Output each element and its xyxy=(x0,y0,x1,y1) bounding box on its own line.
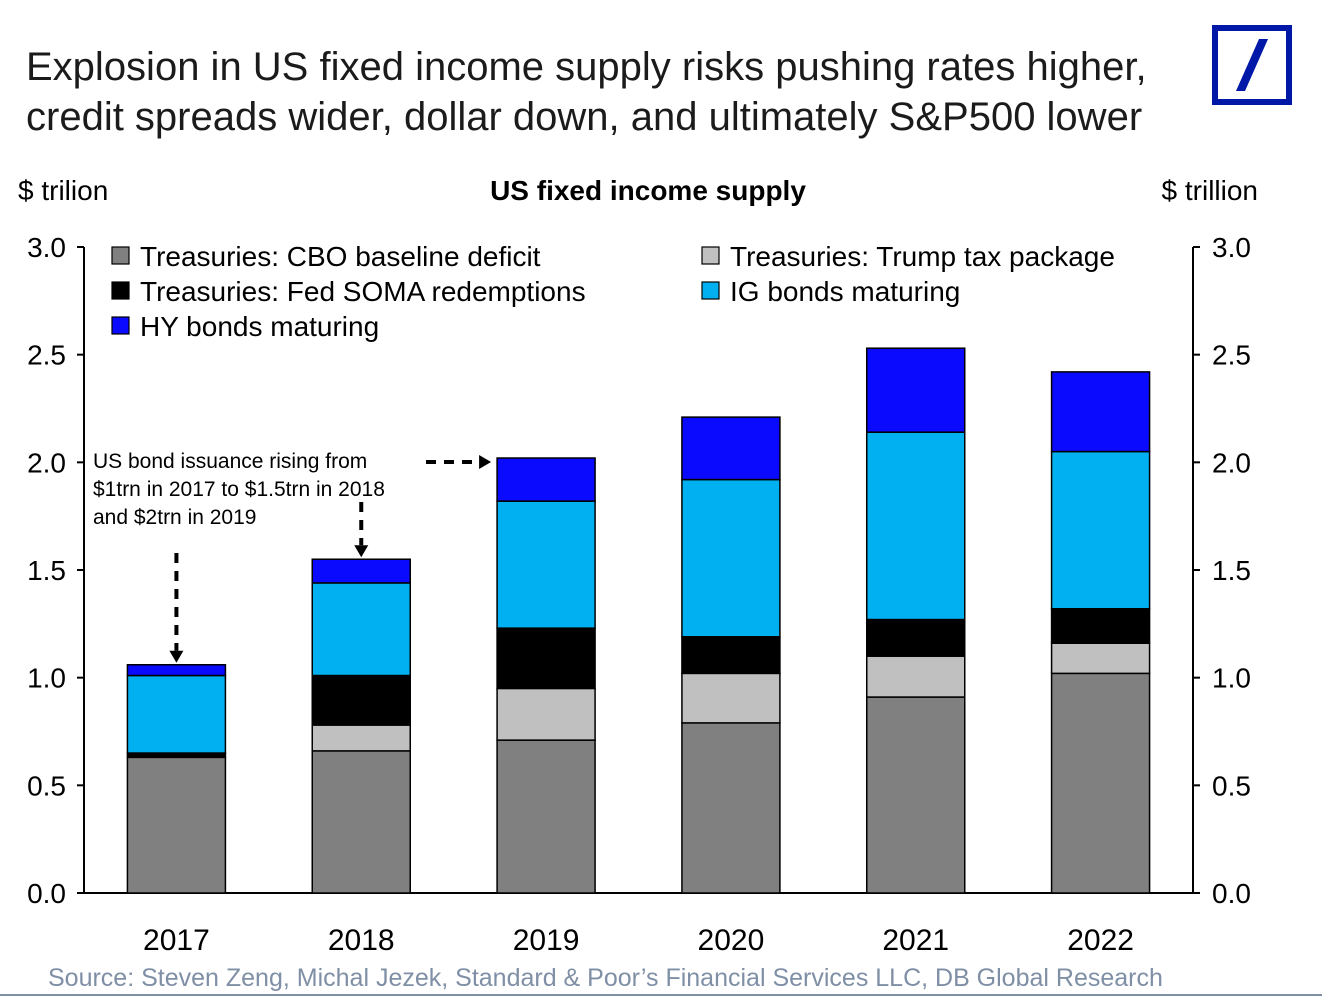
deutsche-bank-logo-icon xyxy=(1212,25,1292,105)
y-tick-label-right: 0.5 xyxy=(1212,770,1251,801)
bar-segment xyxy=(126,674,227,754)
y-tick-label-left: 3.0 xyxy=(27,232,66,263)
headline-line-1: Explosion in US fixed income supply risk… xyxy=(26,45,1147,89)
bar-segment xyxy=(1050,642,1151,675)
headline-line-2: credit spreads wider, dollar down, and u… xyxy=(26,95,1143,139)
annotation-text: US bond issuance rising from xyxy=(93,450,367,473)
bar-segment xyxy=(496,739,596,894)
legend-swatch xyxy=(701,281,720,300)
legend-swatch xyxy=(111,246,130,265)
y-axis-label-left: $ trilion xyxy=(18,175,108,206)
bar-segment xyxy=(126,756,227,894)
bar-segment xyxy=(1050,371,1151,453)
bar-segment xyxy=(681,478,781,638)
y-tick-label-left: 1.0 xyxy=(27,663,66,694)
bar-segment xyxy=(311,750,411,894)
annotation-arrowhead-2018 xyxy=(354,545,369,558)
annotation-arrowhead-2019 xyxy=(479,455,492,469)
bar-segment xyxy=(1050,608,1151,644)
bar-segment xyxy=(311,674,411,726)
y-tick-label-right: 3.0 xyxy=(1212,232,1251,263)
y-tick-label-left: 1.5 xyxy=(27,555,66,586)
bar-segment xyxy=(681,722,781,894)
y-tick-label-right: 2.0 xyxy=(1212,447,1251,478)
bar-segment xyxy=(126,663,227,677)
y-tick-label-right: 2.5 xyxy=(1212,340,1251,371)
legend-swatch xyxy=(111,316,130,335)
bar-segment xyxy=(866,347,966,433)
x-tick-label: 2022 xyxy=(1067,924,1134,957)
legend-swatch xyxy=(701,246,720,265)
bar-segment xyxy=(866,431,966,621)
bar-segment xyxy=(681,636,781,675)
legend-label: IG bonds maturing xyxy=(730,276,960,307)
bar-segment xyxy=(681,416,781,481)
x-tick-label: 2020 xyxy=(698,924,765,957)
y-axis-label-right: $ trillion xyxy=(1162,175,1258,206)
chart-title: US fixed income supply xyxy=(490,175,806,206)
bar-segment xyxy=(496,687,596,741)
bar-segment xyxy=(866,696,966,894)
y-tick-label-left: 2.0 xyxy=(27,447,66,478)
bar-segment xyxy=(496,627,596,690)
legend-label: Treasuries: CBO baseline deficit xyxy=(140,241,541,272)
legend-swatch xyxy=(111,281,130,300)
x-tick-label: 2018 xyxy=(328,924,395,957)
bar-segment xyxy=(681,672,781,724)
legend-label: HY bonds maturing xyxy=(140,311,379,342)
legend-label: Treasuries: Fed SOMA redemptions xyxy=(140,276,586,307)
annotation-arrowhead-2017 xyxy=(169,650,184,663)
y-tick-label-left: 0.5 xyxy=(27,770,66,801)
legend-label: Treasuries: Trump tax package xyxy=(730,241,1115,272)
x-tick-label: 2019 xyxy=(513,924,580,957)
x-tick-label: 2021 xyxy=(882,924,949,957)
x-tick-label: 2017 xyxy=(143,924,210,957)
bar-segment xyxy=(311,582,411,677)
y-tick-label-right: 0.0 xyxy=(1212,878,1251,909)
y-tick-label-left: 0.0 xyxy=(27,878,66,909)
y-tick-label-right: 1.0 xyxy=(1212,663,1251,694)
headline: Explosion in US fixed income supply risk… xyxy=(26,42,1186,142)
source-rule xyxy=(0,994,1322,996)
bar-segment xyxy=(311,724,411,752)
bar-segment xyxy=(496,500,596,629)
y-tick-label-left: 2.5 xyxy=(27,340,66,371)
annotation-text: $1trn in 2017 to $1.5trn in 2018 xyxy=(93,478,385,501)
y-tick-label-right: 1.5 xyxy=(1212,555,1251,586)
bar-segment xyxy=(496,457,596,502)
bar-segment xyxy=(1050,450,1151,610)
annotation-text: and $2trn in 2019 xyxy=(93,506,256,529)
bar-segment xyxy=(866,618,966,657)
chart: $ trilion $ trillion US fixed income suppl… xyxy=(18,175,1258,957)
bar-segment xyxy=(1050,672,1151,894)
bar-segment xyxy=(866,655,966,698)
source-note: Source: Steven Zeng, Michal Jezek, Stand… xyxy=(48,964,1163,992)
bar-segment xyxy=(311,558,411,584)
